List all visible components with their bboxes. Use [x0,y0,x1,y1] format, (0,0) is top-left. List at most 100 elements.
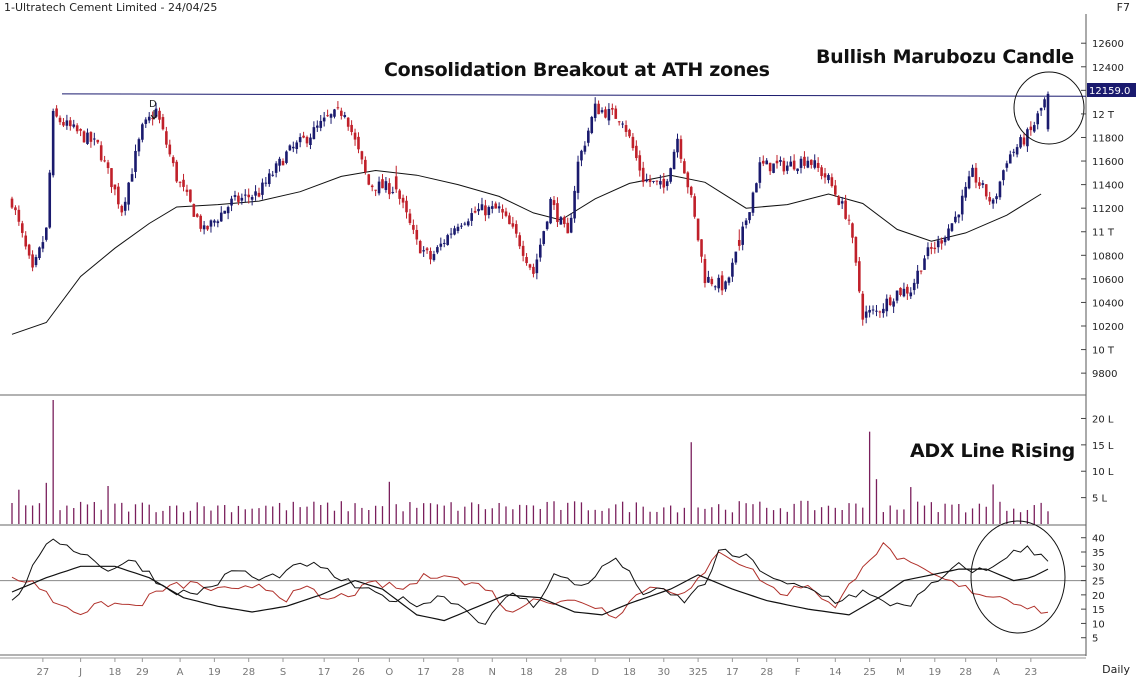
candle-body [79,129,82,131]
last-price-tag: 12159.0 [1087,83,1136,97]
chart-title: 1-Ultratech Cement Limited - 24/04/25 [4,1,218,14]
candle-body [1032,125,1036,132]
candle-body [319,120,323,128]
candle-body [418,241,422,254]
candle-body [55,108,58,117]
date-axis: 27 J 18 29 A 19 28 S 17 26 O 17 28 N 18 28 D 18 30 325 17 28 F… [37,658,1037,678]
candle-body [401,197,405,203]
candle-body [933,247,937,250]
candle-body [978,182,981,186]
candle-body [398,190,401,199]
candle-body [998,181,1002,198]
price-tick-label: 11 T [1092,228,1115,239]
candle-body [298,137,302,143]
candle-body [192,204,196,217]
dmi-tick-label: 25 [1092,577,1105,588]
candle-body [689,186,693,195]
candle-body [466,221,470,226]
candle-body [436,247,439,253]
candle-body [364,159,367,173]
marubozu-highlight-circle [1013,71,1085,145]
candle-body [868,309,871,313]
candle-body [477,208,480,212]
price-tick-label: 11400 [1092,181,1124,192]
candle-body [470,213,473,221]
candle-body [508,215,511,225]
candle-body [219,212,223,222]
candle-body [563,217,566,225]
candle-body [871,309,875,311]
candle-body [226,207,230,214]
candle-body [600,110,604,113]
candle-body [141,124,144,140]
candle-body [31,254,34,268]
candle-body [665,181,669,187]
candle-body [127,182,130,205]
candle-body [484,205,487,216]
candle-body [597,103,600,115]
candle-body [326,115,329,117]
date-tick-label: D [591,667,599,678]
candle-body [408,213,412,223]
last-price-value: 12159.0 [1089,86,1130,97]
candle-body [1015,147,1019,155]
candle-body [950,223,954,231]
date-tick-label: 26 [352,667,365,678]
candle-body [878,311,882,313]
candle-body [261,182,264,195]
pivot-arrow-icon [150,110,158,120]
price-tick-label: 10400 [1092,298,1124,309]
candle-body [974,167,978,183]
candle-body [693,196,696,217]
date-tick-label: 28 [242,667,255,678]
candle-body [960,195,964,215]
candle-body [247,194,251,198]
candle-body [288,145,292,151]
price-tick-label: 12400 [1092,63,1124,74]
candle-body [624,125,628,132]
date-tick-label: N [489,667,496,678]
candle-body [947,228,950,241]
candle-body [611,108,614,110]
candle-body [768,162,772,172]
date-tick-label: 17 [726,667,739,678]
candle-body [895,290,899,301]
date-tick-label: 18 [623,667,636,678]
volume-panel: 20 L 15 L 10 L 5 L [11,400,1114,524]
candle-body [923,258,926,270]
candle-body [758,162,762,183]
volume-tick-label: 20 L [1092,414,1114,425]
date-tick-label: O [385,667,393,678]
date-tick-label: J [78,667,82,678]
candle-body [912,282,916,291]
candle-body [984,184,988,197]
candle-body [123,201,127,211]
candle-body [1012,151,1015,153]
candle-body [882,308,885,314]
candle-body [206,225,209,230]
candle-body [501,208,504,213]
date-tick-label: 17 [318,667,331,678]
candle-body [899,287,902,295]
candle-body [676,138,679,153]
candle-body [683,161,686,174]
dmi-tick-label: 15 [1092,605,1105,616]
candle-body [926,247,930,257]
candle-body [38,247,41,259]
candle-body [110,168,113,188]
candle-body [645,179,648,182]
adx-line [11,565,1049,622]
candle-body [518,235,522,247]
candle-body [350,124,353,133]
candle-body [93,138,96,140]
candle-body [954,216,957,223]
candle-body [487,207,491,216]
candle-body [1029,126,1033,131]
date-tick-label: 30 [657,667,670,678]
candle-body [587,130,590,143]
candle-body [302,135,305,138]
candle-body [988,197,991,202]
candle-body [779,159,782,162]
candle-body [991,199,995,204]
